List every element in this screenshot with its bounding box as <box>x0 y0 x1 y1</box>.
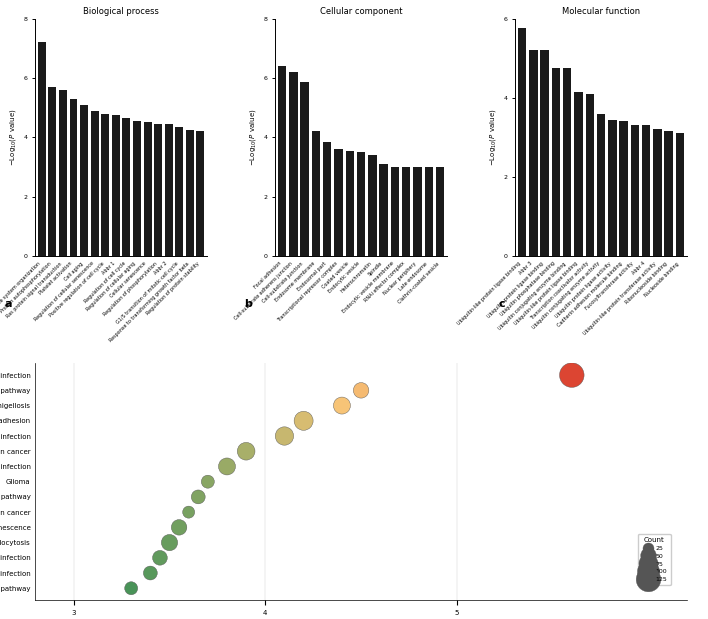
Bar <box>154 124 162 256</box>
Point <box>173 522 185 532</box>
Bar <box>289 72 297 256</box>
Bar <box>48 87 57 256</box>
Bar <box>278 66 286 256</box>
Bar <box>122 118 130 256</box>
Bar <box>312 131 320 256</box>
Bar <box>563 68 571 256</box>
Y-axis label: $-\mathrm{Log}_{10}(P\ \mathrm{value})$: $-\mathrm{Log}_{10}(P\ \mathrm{value})$ <box>488 108 498 166</box>
Point <box>566 370 578 380</box>
Point <box>154 553 166 563</box>
Bar <box>69 98 77 256</box>
Bar <box>574 92 583 256</box>
Bar <box>144 123 152 256</box>
Bar <box>176 127 183 256</box>
Title: Biological process: Biological process <box>83 7 159 16</box>
Point <box>164 538 175 548</box>
Legend: 25, 50, 75, 100, 125: 25, 50, 75, 100, 125 <box>638 534 670 586</box>
Point <box>183 507 194 517</box>
Point <box>241 446 252 456</box>
Bar <box>300 82 309 256</box>
Bar <box>608 119 617 256</box>
Point <box>279 431 290 441</box>
Bar <box>80 105 88 256</box>
Bar <box>631 126 639 256</box>
Bar <box>642 126 651 256</box>
Bar <box>165 124 173 256</box>
Title: Molecular function: Molecular function <box>562 7 640 16</box>
Bar <box>620 121 628 256</box>
Bar <box>586 93 594 256</box>
Bar <box>540 50 549 256</box>
Bar <box>518 28 526 256</box>
Bar <box>653 129 662 256</box>
Point <box>144 568 156 578</box>
Title: Cellular component: Cellular component <box>320 7 402 16</box>
Bar <box>436 167 444 256</box>
Bar <box>334 149 343 256</box>
Bar <box>323 142 331 256</box>
Bar <box>197 131 205 256</box>
Bar <box>368 155 377 256</box>
Bar <box>675 133 684 256</box>
Point <box>298 416 309 426</box>
Bar <box>379 164 388 256</box>
Bar <box>346 150 354 256</box>
Point <box>193 492 204 502</box>
Text: b: b <box>244 299 252 309</box>
Y-axis label: $-\mathrm{Log}_{10}(P\ \mathrm{value})$: $-\mathrm{Log}_{10}(P\ \mathrm{value})$ <box>249 108 258 166</box>
Bar <box>597 113 605 256</box>
Bar <box>665 131 673 256</box>
Text: a: a <box>4 299 12 309</box>
Bar <box>391 167 399 256</box>
Bar <box>186 130 194 256</box>
Bar <box>552 68 560 256</box>
Point <box>222 462 233 472</box>
Point <box>336 400 348 410</box>
Bar <box>357 152 365 256</box>
Bar <box>402 167 411 256</box>
Bar <box>413 167 422 256</box>
Bar <box>38 42 46 256</box>
Bar <box>133 121 141 256</box>
Bar <box>112 115 120 256</box>
Y-axis label: $-\mathrm{Log}_{10}(P\ \mathrm{value})$: $-\mathrm{Log}_{10}(P\ \mathrm{value})$ <box>8 108 18 166</box>
Bar <box>529 50 537 256</box>
Point <box>355 386 367 396</box>
Bar <box>59 90 67 256</box>
Point <box>125 583 137 593</box>
Bar <box>101 113 109 256</box>
Point <box>202 477 214 487</box>
Bar <box>425 167 433 256</box>
Text: c: c <box>498 299 505 309</box>
Bar <box>91 111 98 256</box>
